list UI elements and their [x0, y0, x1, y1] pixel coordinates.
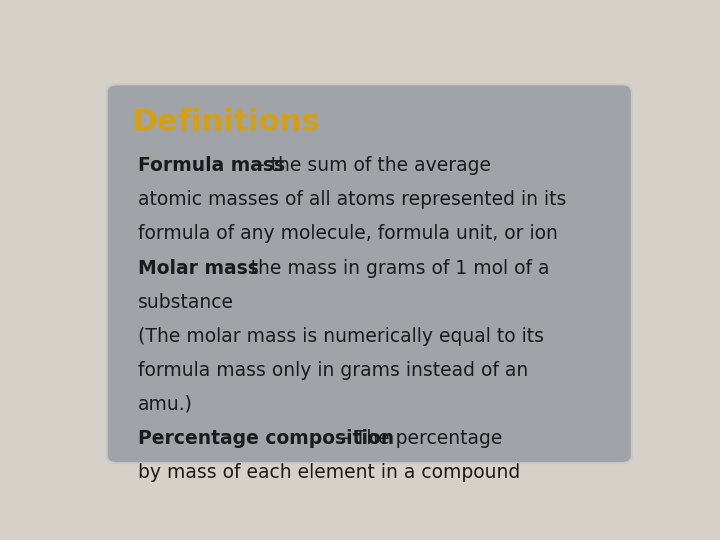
Text: Percentage composition: Percentage composition: [138, 429, 394, 448]
Text: - the sum of the average: - the sum of the average: [252, 156, 491, 176]
Text: by mass of each element in a compound: by mass of each element in a compound: [138, 463, 521, 482]
Text: amu.): amu.): [138, 395, 193, 414]
Text: substance: substance: [138, 293, 234, 312]
Text: Molar mass: Molar mass: [138, 259, 259, 278]
Text: - The percentage: - The percentage: [336, 429, 503, 448]
Text: formula of any molecule, formula unit, or ion: formula of any molecule, formula unit, o…: [138, 225, 558, 244]
Text: atomic masses of all atoms represented in its: atomic masses of all atoms represented i…: [138, 191, 567, 210]
Text: Formula mass: Formula mass: [138, 156, 285, 176]
Text: formula mass only in grams instead of an: formula mass only in grams instead of an: [138, 361, 528, 380]
FancyBboxPatch shape: [107, 84, 632, 463]
Text: - the mass in grams of 1 mol of a: - the mass in grams of 1 mol of a: [232, 259, 549, 278]
Text: Definitions: Definitions: [132, 109, 320, 138]
Text: (The molar mass is numerically equal to its: (The molar mass is numerically equal to …: [138, 327, 544, 346]
